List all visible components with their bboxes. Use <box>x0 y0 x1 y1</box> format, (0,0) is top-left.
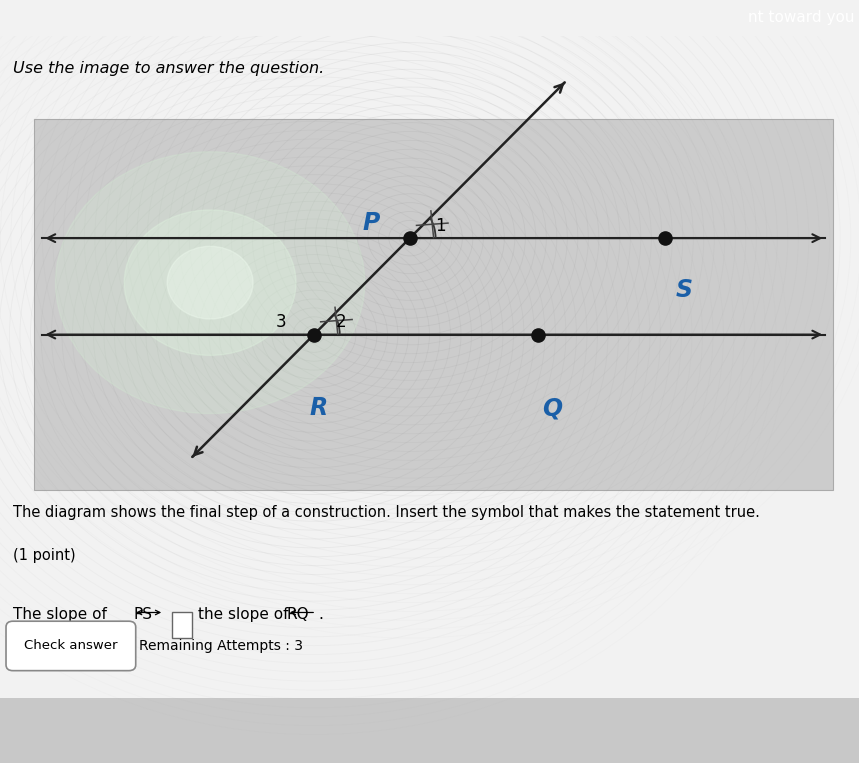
Text: PS: PS <box>133 607 152 622</box>
Text: The diagram shows the final step of a construction. Insert the symbol that makes: The diagram shows the final step of a co… <box>13 505 759 520</box>
Point <box>659 232 673 244</box>
Circle shape <box>56 152 365 414</box>
Text: 1: 1 <box>436 217 446 234</box>
Text: .: . <box>319 607 324 622</box>
Text: (1 point): (1 point) <box>13 549 76 564</box>
Text: Use the image to answer the question.: Use the image to answer the question. <box>13 61 324 76</box>
Text: the slope of: the slope of <box>198 607 294 622</box>
FancyBboxPatch shape <box>34 120 833 491</box>
FancyBboxPatch shape <box>6 621 136 671</box>
Text: Q: Q <box>542 396 562 420</box>
FancyBboxPatch shape <box>172 613 192 638</box>
Text: RQ: RQ <box>287 607 309 622</box>
FancyBboxPatch shape <box>0 697 859 763</box>
Text: 2: 2 <box>335 313 346 331</box>
Text: P: P <box>362 211 380 234</box>
Text: R: R <box>309 396 328 420</box>
Text: Remaining Attempts : 3: Remaining Attempts : 3 <box>139 639 303 653</box>
Text: S: S <box>676 278 692 302</box>
Text: Check answer: Check answer <box>24 639 118 652</box>
Circle shape <box>168 246 253 319</box>
Text: 3: 3 <box>275 313 286 331</box>
Point <box>403 232 417 244</box>
Point <box>307 328 320 340</box>
Circle shape <box>125 210 296 356</box>
Text: The slope of: The slope of <box>13 607 112 622</box>
Text: nt toward you: nt toward you <box>748 11 855 25</box>
Point <box>531 328 545 340</box>
